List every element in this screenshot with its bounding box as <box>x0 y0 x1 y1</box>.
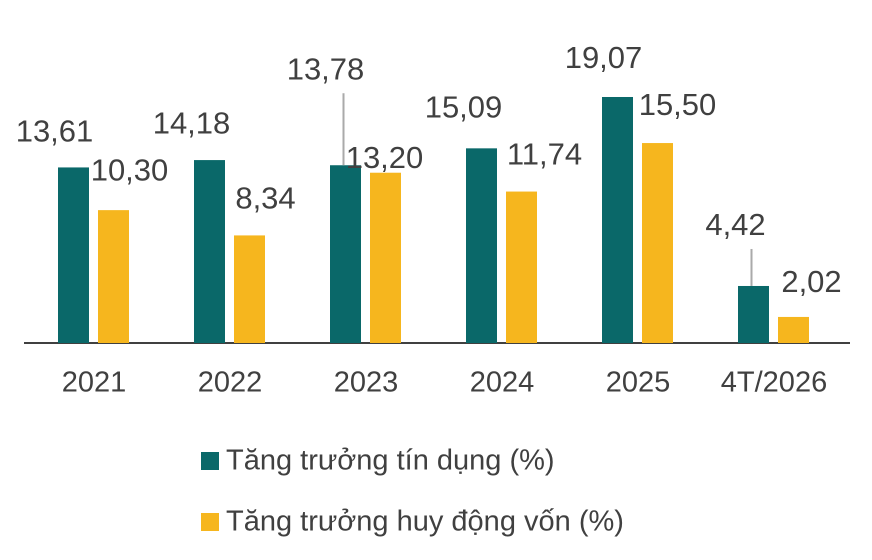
bar <box>58 167 89 343</box>
data-label: 19,07 <box>565 40 643 75</box>
bar <box>330 165 361 343</box>
data-label: 13,78 <box>287 51 365 86</box>
legend-label: Tăng trưởng huy động vốn (%) <box>226 506 624 538</box>
bar <box>738 285 769 343</box>
data-label: 4,42 <box>705 207 765 242</box>
data-label: 2,02 <box>781 264 841 299</box>
bar <box>602 96 633 343</box>
legend-label: Tăng trưởng tín dụng (%) <box>226 445 555 477</box>
data-label: 11,74 <box>507 137 582 172</box>
data-label: 10,30 <box>91 152 169 187</box>
bar <box>466 148 497 343</box>
bar <box>506 191 537 343</box>
data-label: 8,34 <box>235 181 295 216</box>
x-tick-label: 2023 <box>334 367 399 399</box>
data-label: 13,20 <box>346 140 424 175</box>
x-tick-label: 2025 <box>606 367 671 399</box>
data-label: 15,50 <box>639 87 717 122</box>
bar <box>642 143 673 343</box>
legend-swatch <box>201 513 219 531</box>
bar <box>98 210 129 343</box>
bar <box>234 235 265 343</box>
x-tick-label: 2021 <box>62 367 127 399</box>
bar <box>778 316 809 343</box>
legend-swatch <box>201 452 219 470</box>
bar <box>370 172 401 343</box>
data-label: 13,61 <box>16 114 94 149</box>
bar <box>194 160 225 343</box>
data-label: 14,18 <box>153 105 231 140</box>
x-tick-label: 4T/2026 <box>721 367 827 399</box>
x-tick-label: 2024 <box>470 367 535 399</box>
x-tick-label: 2022 <box>198 367 263 399</box>
data-label: 15,09 <box>425 90 503 125</box>
